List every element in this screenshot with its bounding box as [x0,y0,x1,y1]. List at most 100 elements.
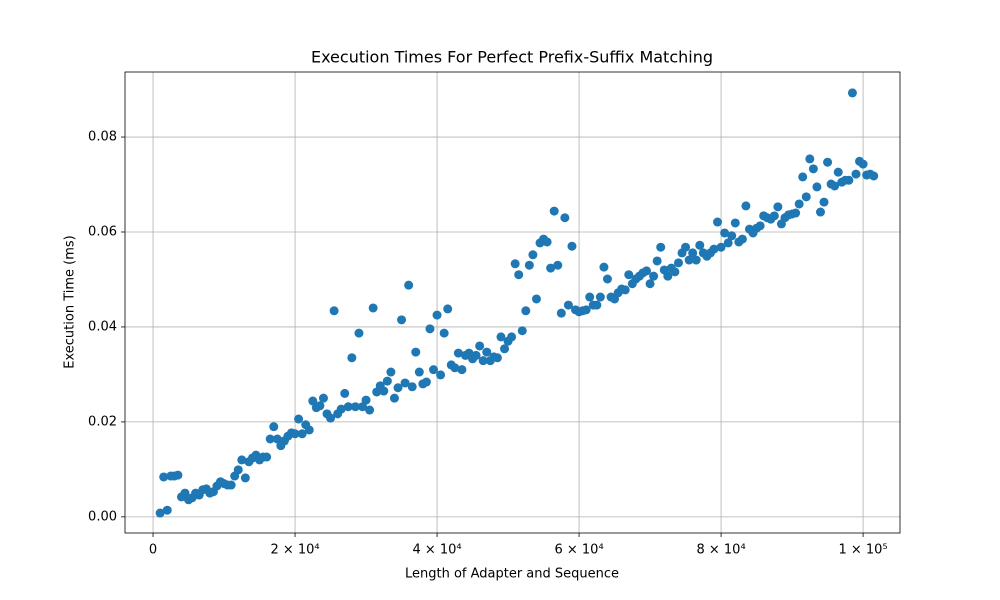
scatter-point [716,242,726,252]
scatter-point [720,228,730,238]
scatter-point [563,300,573,310]
scatter-point [869,171,879,181]
scatter-point [393,383,403,393]
scatter-point [436,370,446,380]
scatter-point [450,363,460,373]
scatter-point [350,402,360,412]
scatter-point [457,365,467,375]
scatter-point [592,300,602,310]
scatter-point [368,303,378,313]
scatter-point [500,344,510,354]
scatter-point [407,382,417,392]
scatter-point [400,378,410,388]
scatter-point [492,353,502,363]
scatter-point [602,274,612,284]
y-axis-label: Execution Time (ms) [63,235,78,368]
scatter-point [773,202,783,212]
scatter-point [233,465,243,475]
scatter-point [755,221,765,231]
scatter-point [673,258,683,268]
scatter-point [549,206,559,216]
scatter-point [688,248,698,258]
scatter-point [560,213,570,223]
scatter-point [670,267,680,277]
x-tick-label: 2 × 10⁴ [270,543,319,558]
scatter-point [389,393,399,403]
scatter-point [226,480,236,490]
scatter-point [769,211,779,221]
scatter-point [240,473,250,483]
scatter-point [709,244,719,254]
scatter-point [656,242,666,252]
scatter-point [340,388,350,398]
scatter-point [599,262,609,272]
scatter-point [581,305,591,315]
scatter-point [443,304,453,314]
scatter-point [624,270,634,280]
scatter-point [620,285,630,295]
scatter-point [713,217,723,227]
scatter-point [528,250,538,260]
scatter-point [858,159,868,169]
scatter-point [265,434,275,444]
scatter-point [386,367,396,377]
y-tick-label: 0.02 [88,414,117,429]
scatter-point [830,181,840,191]
scatter-point [432,310,442,320]
scatter-point [159,472,169,482]
scatter-point [471,350,481,360]
scatter-point [556,308,566,318]
scatter-point [329,306,339,316]
y-tick-label: 0.08 [88,130,117,145]
scatter-point [805,154,815,164]
scatter-point [847,88,857,98]
scatter-point [308,396,318,406]
scatter-point [297,429,307,439]
scatter-point [524,260,534,270]
scatter-point [741,201,751,211]
x-axis-label: Length of Adapter and Sequence [405,567,619,582]
scatter-point [269,422,279,432]
scatter-point [361,395,371,405]
scatter-point [507,332,517,342]
scatter-point [812,182,822,192]
scatter-point [294,414,304,424]
scatter-point [723,238,733,248]
scatter-point [453,348,463,358]
scatter-point [737,234,747,244]
x-tick-label: 4 × 10⁴ [412,543,461,558]
scatter-point [794,199,804,209]
scatter-point [315,401,325,411]
scatter-point [531,294,541,304]
scatter-point [663,271,673,281]
x-tick-label: 1 × 10⁵ [838,543,887,558]
scatter-point [546,263,556,273]
scatter-point [801,192,811,202]
scatter-point [808,164,818,174]
scatter-point [815,207,825,217]
scatter-point [262,452,272,462]
scatter-point [695,240,705,250]
scatter-point [173,470,183,480]
scatter-point [347,353,357,363]
scatter-point [642,266,652,276]
scatter-point [510,259,520,269]
scatter-point [730,218,740,228]
scatter-point [567,241,577,251]
scatter-point [421,377,431,387]
scatter-point [411,347,421,357]
scatter-point [645,279,655,289]
scatter-point [429,365,439,375]
scatter-point [382,376,392,386]
scatter-point [727,231,737,241]
scatter-point [553,260,563,270]
scatter-point [379,386,389,396]
scatter-point [791,208,801,218]
scatter-point [365,405,375,415]
scatter-point [652,256,662,266]
x-tick-label: 6 × 10⁴ [554,543,603,558]
x-tick-label: 8 × 10⁴ [696,543,745,558]
scatter-point [162,505,172,515]
scatter-point [354,328,364,338]
